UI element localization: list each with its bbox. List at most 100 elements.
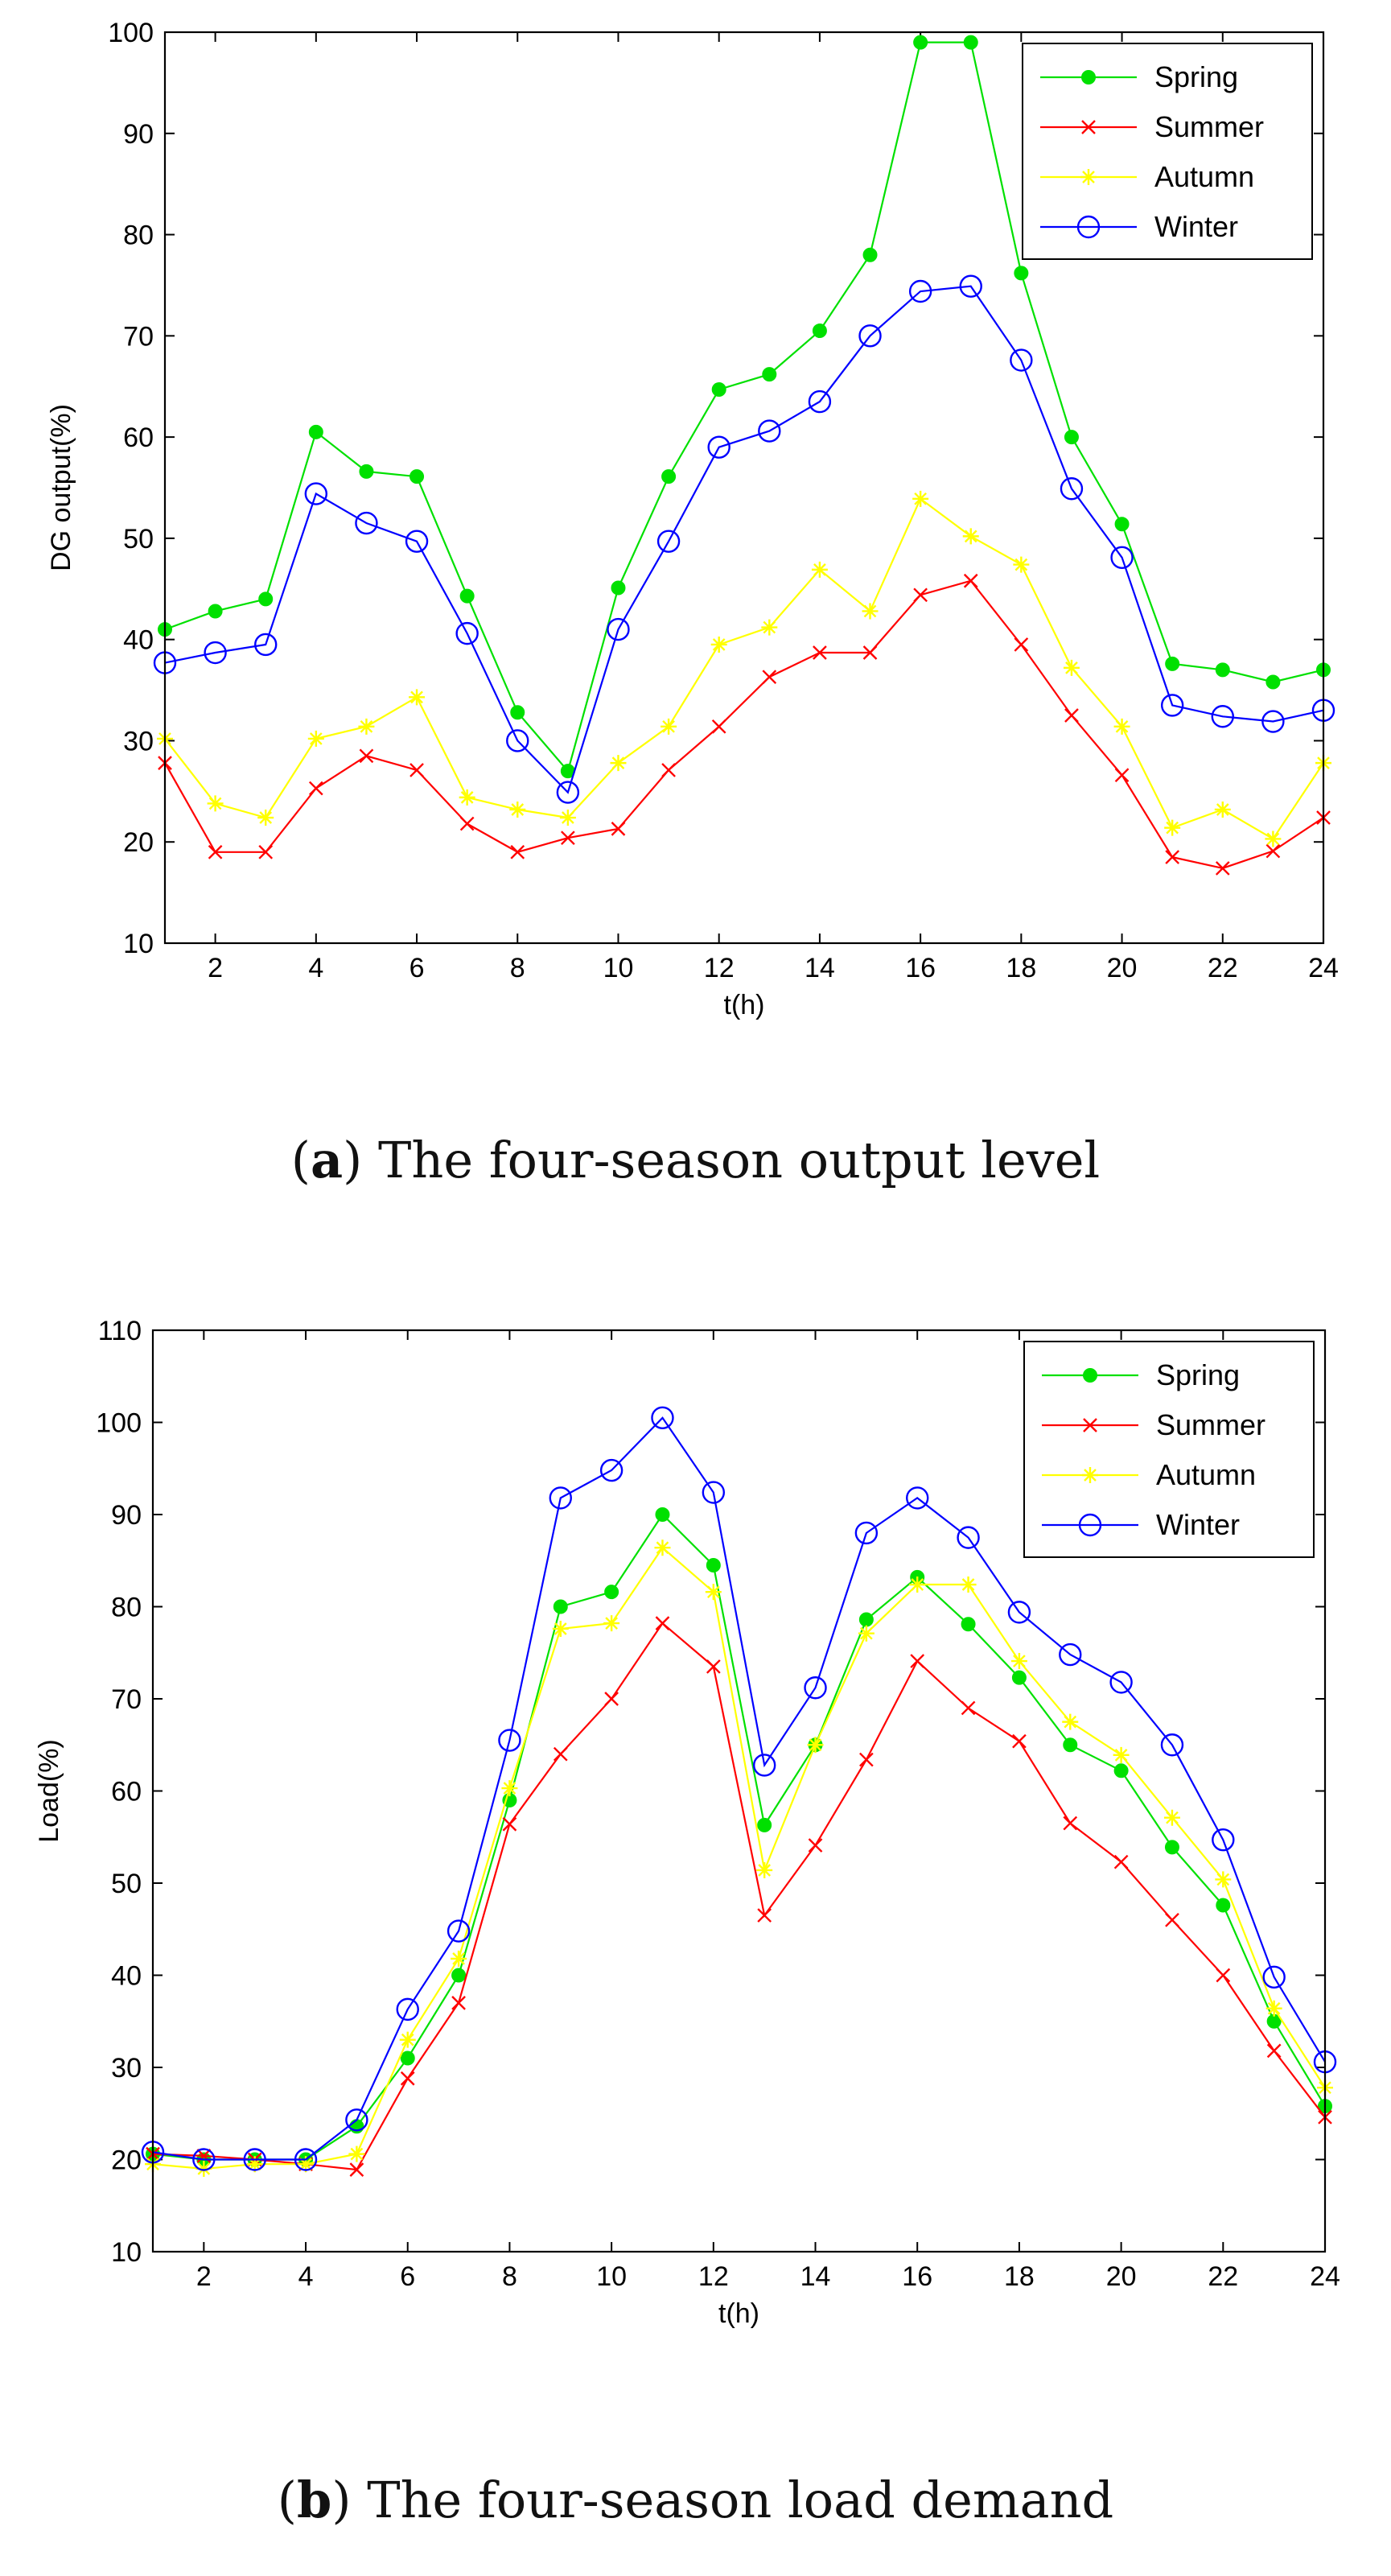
chart-b-point-spring <box>655 1507 670 1522</box>
chart-a-point-autumn <box>1063 659 1080 676</box>
chart-a-point-autumn <box>307 730 324 747</box>
chart-a-point-winter <box>656 530 681 553</box>
chart-b-point-winter <box>1007 1601 1031 1624</box>
chart-b-x-tick-label: 22 <box>1208 2261 1238 2292</box>
chart-a-x-tick-label: 24 <box>1308 953 1339 983</box>
chart-a-legend-marker <box>1080 169 1097 185</box>
chart-a-point-winter <box>1160 694 1184 717</box>
chart-a-x-tick-label: 10 <box>603 953 634 983</box>
chart-b-point-summer <box>1113 1854 1129 1869</box>
chart-a-point-summer <box>661 763 676 777</box>
chart-a-point-autumn <box>1113 718 1130 735</box>
chart-b-point-spring <box>706 1557 721 1572</box>
chart-a-x-tick-label: 8 <box>510 953 525 983</box>
chart-a-point-spring <box>1165 656 1180 671</box>
chart-b-point-winter <box>345 2108 368 2132</box>
chart-b-line-spring <box>152 1513 1326 2161</box>
chart-a-point-summer <box>913 587 928 603</box>
chart-b-x-tick-label: 20 <box>1106 2261 1137 2292</box>
chart-a-y-tick-label: 50 <box>123 524 154 554</box>
chart-a-point-spring <box>611 580 626 596</box>
chart-b-point-spring <box>961 1617 976 1632</box>
chart-a-legend-item-summer: Summer <box>1040 110 1264 143</box>
chart-b-point-summer <box>604 1692 619 1706</box>
chart-a-point-autumn <box>1164 819 1181 836</box>
chart-b-legend: Spring Summer Autumn Winter <box>1023 1341 1315 1558</box>
chart-a-point-winter <box>908 279 932 303</box>
chart-b-legend-item-spring: Spring <box>1042 1358 1240 1391</box>
chart-b-point-winter <box>243 2148 266 2171</box>
chart-a-point-autumn <box>962 528 979 545</box>
chart-b-point-autumn <box>552 1620 569 1637</box>
chart-b-legend-marker <box>1083 1418 1097 1432</box>
chart-a-point-spring <box>1064 430 1079 445</box>
chart-a-point-autumn <box>358 718 375 735</box>
chart-b-point-autumn <box>1215 1871 1232 1888</box>
chart-a-y-tick-label: 10 <box>123 929 154 959</box>
chart-a-point-winter <box>758 419 781 443</box>
chart-a-point-winter <box>405 530 429 553</box>
chart-a-point-autumn <box>610 755 627 772</box>
chart-a-point-winter <box>304 482 328 505</box>
chart-b-x-tick-label: 6 <box>400 2261 415 2292</box>
chart-b-point-winter <box>599 1458 623 1482</box>
chart-a-x-tick-label: 22 <box>1208 953 1238 983</box>
chart-a-legend-label: Winter <box>1154 210 1238 243</box>
chart-b-y-tick-label: 80 <box>111 1593 142 1623</box>
chart-a-x-tick-label: 12 <box>704 953 735 983</box>
chart-a-point-spring <box>1114 517 1130 532</box>
chart-a-point-autumn <box>1265 831 1282 847</box>
chart-b-y-tick-label: 40 <box>111 1961 142 1992</box>
chart-b-point-autumn <box>246 2156 263 2173</box>
chart-b-point-summer <box>910 1654 925 1668</box>
chart-a-point-spring <box>762 367 777 382</box>
chart-b-point-winter <box>854 1521 879 1545</box>
chart-b-point-winter <box>1059 1642 1082 1667</box>
chart-a-point-summer <box>561 831 575 846</box>
chart-a-y-tick-label: 20 <box>123 827 154 858</box>
chart-a-legend-label: Autumn <box>1154 160 1254 193</box>
chart-b-point-winter <box>447 1919 471 1943</box>
chart-a-point-spring <box>510 705 525 720</box>
chart-load-demand: 2 4 6 8 10 12 14 16 18 20 22 2410203040506070809010… <box>34 1316 1340 2329</box>
chart-b-legend-item-summer: Summer <box>1042 1408 1265 1441</box>
chart-b-point-summer <box>502 1816 517 1832</box>
chart-b-y-tick-label: 20 <box>111 2145 142 2176</box>
chart-a-point-summer <box>1114 768 1130 783</box>
chart-a-legend-box <box>1022 43 1313 260</box>
caption-a-text: The four-season output level <box>362 1131 1101 1189</box>
chart-a-series-winter <box>153 274 1335 804</box>
chart-a-point-spring <box>459 588 475 604</box>
chart-a-point-winter <box>1261 710 1285 733</box>
chart-b-point-spring <box>1216 1898 1231 1913</box>
chart-b-x-tick-label: 8 <box>502 2261 517 2292</box>
chart-a-point-spring <box>661 469 677 484</box>
chart-b-point-spring <box>757 1817 772 1832</box>
chart-a-point-winter <box>707 435 730 459</box>
chart-a-point-winter <box>204 641 227 665</box>
chart-b-point-autumn <box>195 2160 212 2177</box>
chart-a-y-tick-label: 30 <box>123 726 154 756</box>
chart-a-line-summer <box>164 579 1324 870</box>
chart-a-point-summer <box>510 844 525 859</box>
chart-b-x-axis-label: t(h) <box>718 2298 759 2329</box>
chart-b-x-tick-label: 16 <box>902 2261 932 2292</box>
chart-a-y-tick-label: 60 <box>123 422 154 453</box>
chart-a-point-spring <box>308 424 323 439</box>
chart-b-x-tick-label: 24 <box>1310 2261 1340 2292</box>
chart-a-y-tick-label: 80 <box>123 221 154 251</box>
chart-a-point-summer <box>813 645 827 660</box>
chart-a-point-winter <box>858 324 882 348</box>
chart-b-point-spring <box>451 1968 467 1983</box>
chart-a-point-winter <box>254 633 278 657</box>
chart-a-point-spring <box>208 604 223 619</box>
chart-a-point-winter <box>607 617 630 641</box>
chart-b-point-winter <box>804 1676 827 1700</box>
caption-b: (b) The four-season load demand <box>277 2471 1114 2529</box>
chart-b-point-summer <box>349 2162 364 2177</box>
chart-a-point-autumn <box>761 619 778 636</box>
chart-a-x-tick-label: 2 <box>208 953 223 983</box>
chart-b-point-autumn <box>603 1615 620 1632</box>
chart-b-point-autumn <box>399 2031 416 2048</box>
chart-a-point-winter <box>808 389 832 414</box>
